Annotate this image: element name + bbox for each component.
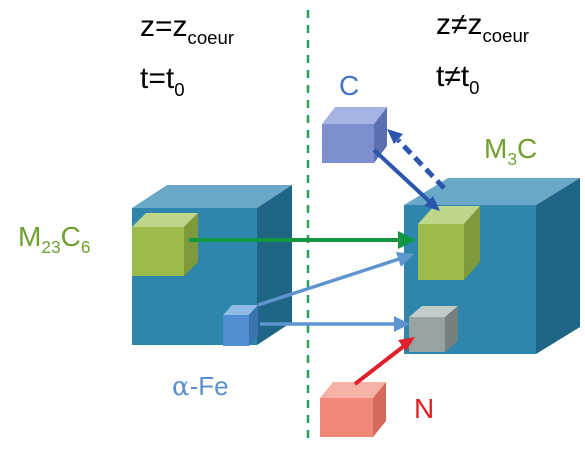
arrow-fe-to-m3c (257, 252, 414, 307)
nitrogen-cube (320, 382, 386, 437)
left-z-label: z=zcoeur (140, 10, 234, 47)
left-t-label: t=t0 (140, 62, 185, 99)
fe-alpha: α (172, 372, 190, 402)
m23c6-subscript-2: 6 (80, 237, 91, 258)
m23c6-m: M (18, 221, 42, 252)
right-z-prefix: z≠z (436, 8, 483, 41)
right-t-subscript: 0 (469, 76, 480, 98)
right-t-label: t≠t0 (436, 60, 479, 97)
arrow-fe-to-nitride (260, 316, 410, 332)
carbon-cube (322, 107, 387, 163)
arrow-carbon-to-m3c (372, 148, 440, 211)
m23c6-carbide-cube (132, 213, 198, 276)
m23c6-label: M23C6 (18, 221, 91, 256)
m23c6-subscript-1: 23 (41, 237, 61, 258)
m3c-carbide-cube (418, 206, 480, 280)
m3c-label: M3C (484, 133, 538, 168)
arrow-m3c-to-carbon-dashed (387, 129, 446, 190)
right-z-subscript: coeur (482, 24, 529, 46)
left-t-subscript: 0 (174, 78, 185, 100)
nitride-cube (409, 306, 458, 352)
m3c-c: C (516, 133, 538, 164)
fe-rest: -Fe (189, 371, 229, 401)
m3c-m: M (484, 133, 508, 164)
carbon-label: C (339, 70, 360, 101)
arrow-m23c6-to-m3c (189, 231, 416, 249)
m23c6-c: C (60, 221, 81, 252)
left-z-subscript: coeur (187, 26, 235, 48)
m3c-subscript: 3 (507, 149, 517, 170)
left-t-prefix: t=t (140, 62, 175, 95)
arrow-nitrogen-to-nitride (353, 337, 415, 386)
fe-particle-cube (223, 305, 258, 346)
right-z-label: z≠zcoeur (436, 8, 529, 45)
fe-label: α-Fe (172, 373, 229, 400)
right-t-prefix: t≠t (436, 60, 470, 93)
nitrogen-label: N (414, 393, 435, 424)
left-z-prefix: z=z (140, 10, 188, 43)
